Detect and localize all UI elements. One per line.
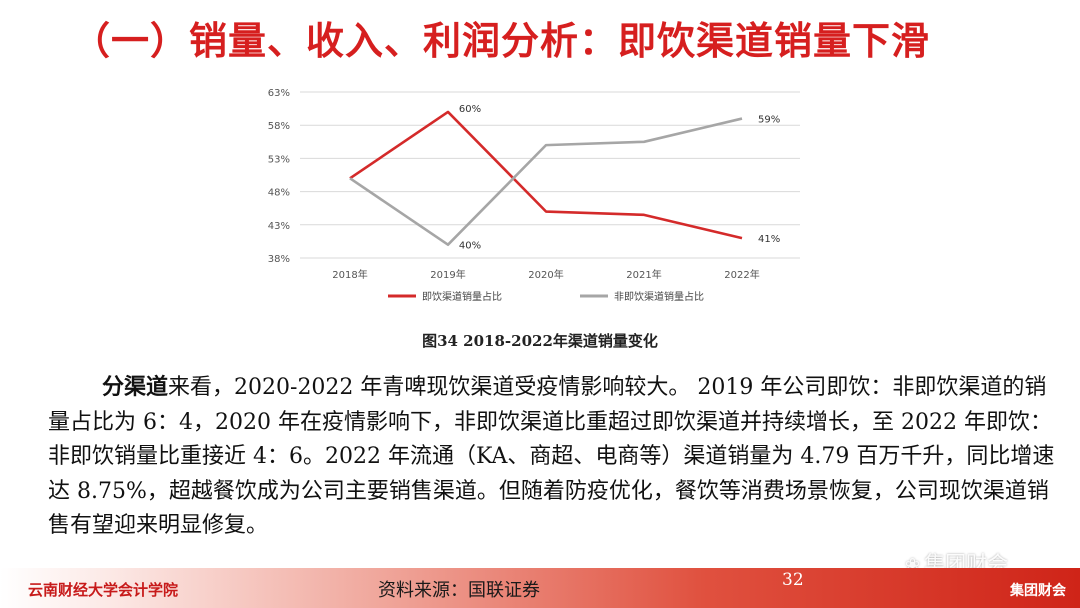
x-tick-label: 2021年 <box>626 268 661 281</box>
figure-caption: 图34 2018-2022年渠道销量变化 <box>422 332 658 350</box>
legend-label-2: 非即饮渠道销量占比 <box>614 290 704 303</box>
footer-bar: 云南财经大学会计学院 资料来源：国联证券 32 集团财会 <box>0 568 1080 608</box>
y-tick-label: 58% <box>268 121 290 132</box>
x-tick-label: 2022年 <box>724 268 759 281</box>
data-label: 41% <box>758 234 780 245</box>
x-tick-label: 2020年 <box>528 268 563 281</box>
y-tick-label: 63% <box>268 88 290 99</box>
data-label: 59% <box>758 115 780 126</box>
paragraph-text: 来看，2020-2022 年青啤现饮渠道受疫情影响较大。 2019 年公司即饮：… <box>48 375 1055 538</box>
series-line-1 <box>349 110 743 240</box>
footer-brand: 集团财会 <box>1010 583 1066 599</box>
x-tick-label: 2019年 <box>430 268 465 281</box>
y-tick-label: 53% <box>268 154 290 165</box>
series-line-2 <box>349 117 743 247</box>
y-tick-label: 38% <box>268 254 290 265</box>
data-label: 40% <box>459 241 481 252</box>
y-tick-label: 43% <box>268 221 290 232</box>
data-label: 60% <box>459 104 481 115</box>
line-chart: 38% 43% 48% 53% 58% 63% 2018年 2019年 2020年 2021年 20… <box>268 88 800 303</box>
footer-institution: 云南财经大学会计学院 <box>28 581 179 599</box>
slide-title: （一）销量、收入、利润分析：即饮渠道销量下滑 <box>72 19 931 63</box>
paragraph-lead: 分渠道 <box>102 374 169 400</box>
legend-label-1: 即饮渠道销量占比 <box>422 290 502 303</box>
x-tick-label: 2018年 <box>332 268 367 281</box>
analysis-paragraph: 分渠道来看，2020-2022 年青啤现饮渠道受疫情影响较大。 2019 年公司… <box>48 370 1058 544</box>
footer-source: 资料来源：国联证券 <box>378 580 540 601</box>
page-number: 32 <box>782 570 804 590</box>
y-tick-label: 48% <box>268 188 290 199</box>
